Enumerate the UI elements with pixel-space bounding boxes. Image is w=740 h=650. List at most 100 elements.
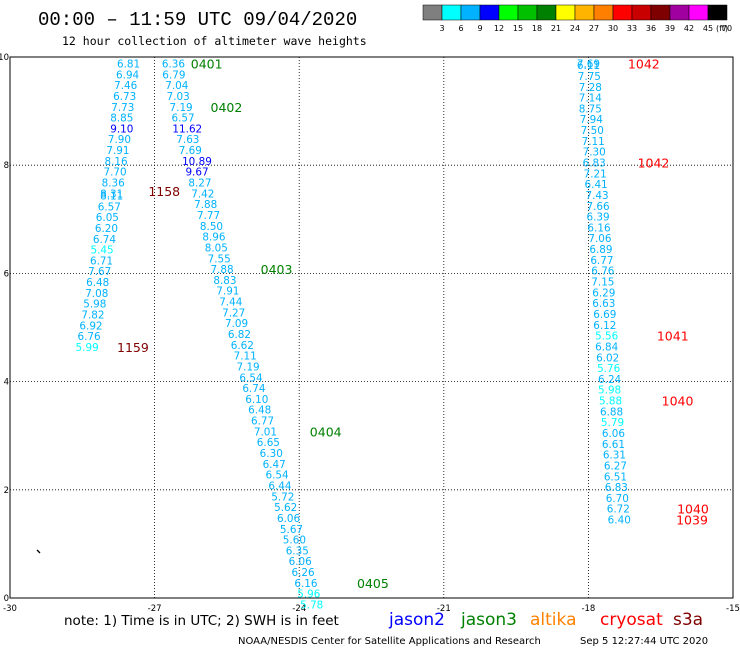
wave-height-label: 8.50 <box>200 221 223 233</box>
wave-height-label: 7.69 <box>577 58 600 70</box>
time-label: 1039 <box>676 513 708 528</box>
colorbar-swatch <box>574 4 595 21</box>
wave-height-label: 9.67 <box>185 167 208 179</box>
colorbar-swatch <box>612 4 633 21</box>
wave-height-label: 7.77 <box>197 210 220 222</box>
wave-height-label: 6.65 <box>257 437 280 449</box>
wave-height-label: 7.14 <box>579 93 603 105</box>
wave-height-label: 6.44 <box>268 480 292 492</box>
wave-height-label: 6.77 <box>590 255 613 267</box>
time-label: 0401 <box>191 56 223 71</box>
wave-height-label: 7.46 <box>114 80 137 92</box>
wave-height-label: 6.83 <box>605 482 628 494</box>
wave-height-label: 7.50 <box>581 125 604 137</box>
wave-height-label: 5.67 <box>280 524 303 536</box>
wave-height-label: 5.62 <box>274 502 297 514</box>
wave-height-label: 10.89 <box>182 156 212 168</box>
wave-height-label: 6.54 <box>239 372 263 384</box>
wave-height-label: 6.76 <box>77 331 100 343</box>
time-label: 1040 <box>677 502 709 517</box>
wave-height-label: 5.79 <box>601 417 624 429</box>
wave-height-label: 7.11 <box>234 351 257 363</box>
colorbar-label: 39 <box>665 24 675 33</box>
wave-height-label: 7.28 <box>579 82 602 94</box>
wave-height-label: 7.88 <box>194 199 217 211</box>
colorbar-swatch <box>707 4 728 21</box>
wave-height-label: 5.98 <box>83 299 106 311</box>
wave-height-label: 5.76 <box>597 363 620 375</box>
colorbar-label: 6 <box>458 24 463 33</box>
colorbar-swatch <box>688 4 709 21</box>
colorbar-label: 3 <box>439 24 444 33</box>
wave-height-label: 6.06 <box>277 513 300 525</box>
footnote: note: 1) Time is in UTC; 2) SWH is in fe… <box>64 613 339 629</box>
wave-height-label: 6.06 <box>289 556 312 568</box>
x-tick-label: -30 <box>3 604 17 614</box>
colorbar-label: 45 <box>703 24 713 33</box>
wave-height-label: 6.36 <box>162 58 185 70</box>
wave-height-label: 7.43 <box>586 190 609 202</box>
footer-credit: NOAA/NESDIS Center for Satellite Applica… <box>238 636 541 647</box>
time-label: 0403 <box>261 262 293 277</box>
wave-height-label: 7.63 <box>176 134 199 146</box>
wave-height-label: 6.84 <box>595 341 619 353</box>
x-tick-label: -27 <box>148 604 162 614</box>
wave-height-label: 5.60 <box>283 535 306 547</box>
colorbar-swatch <box>650 4 671 21</box>
wave-height-label: 7.27 <box>222 307 245 319</box>
colorbar-label: 33 <box>627 24 637 33</box>
wave-height-label: 6.26 <box>291 567 314 579</box>
wave-height-label: 7.90 <box>108 134 131 146</box>
legend-jason2: jason2 <box>388 610 445 630</box>
y-tick-label: 6 <box>4 269 9 279</box>
colorbar-label: 36 <box>646 24 656 33</box>
time-label: 1042 <box>628 56 660 71</box>
wave-height-label: 6.30 <box>260 448 283 460</box>
wave-height-label: 6.51 <box>604 471 627 483</box>
time-label: 0404 <box>310 424 342 439</box>
wave-height-label: 5.88 <box>599 396 622 408</box>
wave-height-label: 7.75 <box>578 71 601 83</box>
wave-height-label: 7.11 <box>582 136 605 148</box>
x-tick-label: -24 <box>292 604 306 614</box>
time-label: 1159 <box>117 340 149 355</box>
grid-lines <box>10 57 733 598</box>
colorbar-legend: 3 6 9 12 15 18 21 24 27 30 33 36 39 42 45 70(ft) <box>422 4 732 33</box>
y-tick-label: 4 <box>4 378 9 388</box>
wave-height-label: 6.48 <box>248 405 271 417</box>
track-s3a: 6.816.947.466.737.738.859.107.907.918.16… <box>76 58 181 354</box>
wave-height-label: 9.10 <box>110 123 133 135</box>
wave-height-label: 7.08 <box>85 288 108 300</box>
plot-frame <box>9 56 734 599</box>
wave-height-label: 8.27 <box>188 178 211 190</box>
wave-height-label: 7.06 <box>588 233 611 245</box>
wave-height-label: 6.48 <box>86 277 109 289</box>
colorbar-label: 21 <box>551 24 561 33</box>
wave-height-label: 8.05 <box>205 242 228 254</box>
footer-timestamp: Sep 5 12:27:44 UTC 2020 <box>580 636 708 647</box>
wave-height-label: 8.36 <box>102 178 125 190</box>
wave-height-label: 6.82 <box>228 329 251 341</box>
wave-height-label: 6.16 <box>294 578 317 590</box>
wave-height-label: 6.81 <box>117 58 140 70</box>
wave-height-label: 6.39 <box>586 212 609 224</box>
colorbar-swatch <box>479 4 500 21</box>
legend-altika: altika <box>530 610 577 630</box>
wave-height-label: 6.83 <box>583 157 606 169</box>
wave-height-label: 6.54 <box>265 470 289 482</box>
wave-height-label: 6.77 <box>251 416 274 428</box>
wave-height-label: 7.55 <box>208 253 231 265</box>
wave-height-label: 8.83 <box>213 275 236 287</box>
time-label: 0405 <box>357 576 389 591</box>
wave-height-label: 6.74 <box>93 234 117 246</box>
wave-height-label: 7.03 <box>167 91 190 103</box>
time-label: 1040 <box>662 394 694 409</box>
track-jason3: 6.366.797.047.037.196.5711.627.637.6910.… <box>162 56 389 611</box>
wave-height-label: 6.76 <box>591 266 614 278</box>
wave-height-label: 8.11 <box>100 190 123 202</box>
wave-height-label: 5.96 <box>297 589 320 601</box>
colorbar-swatch <box>669 4 690 21</box>
stray-mark <box>36 549 41 554</box>
wave-height-label: 5.99 <box>76 342 99 354</box>
wave-height-label: 7.19 <box>237 361 260 373</box>
